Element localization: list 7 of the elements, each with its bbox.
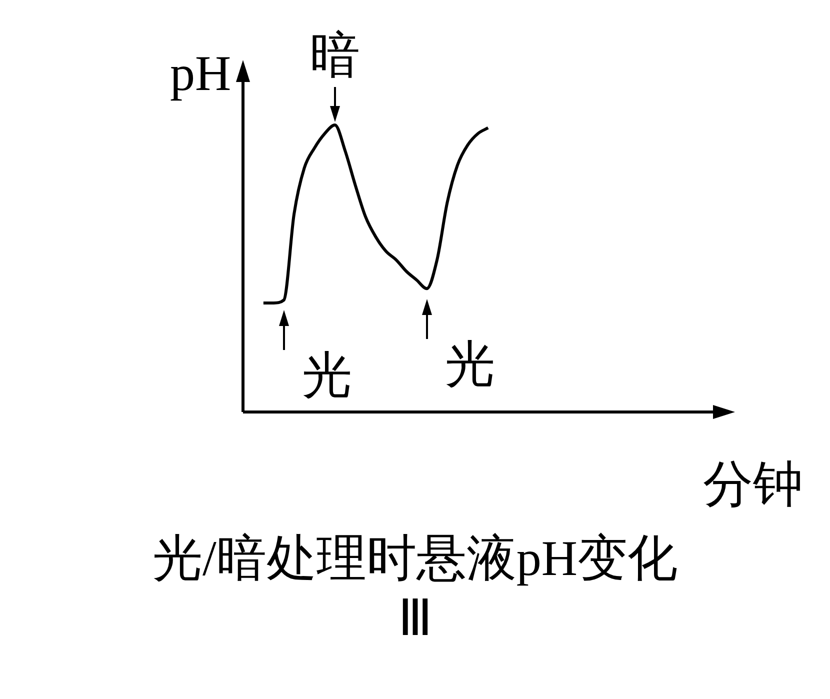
annotation: 光 <box>444 336 495 392</box>
text: 光/暗处理时悬液pH变化 <box>152 529 678 588</box>
annotation: 光 <box>302 347 352 404</box>
text: Ⅲ <box>397 589 433 648</box>
y-axis-title: pH <box>170 45 232 101</box>
x-axis-title: 分钟 <box>703 456 803 512</box>
annotation: 暗 <box>310 27 360 83</box>
